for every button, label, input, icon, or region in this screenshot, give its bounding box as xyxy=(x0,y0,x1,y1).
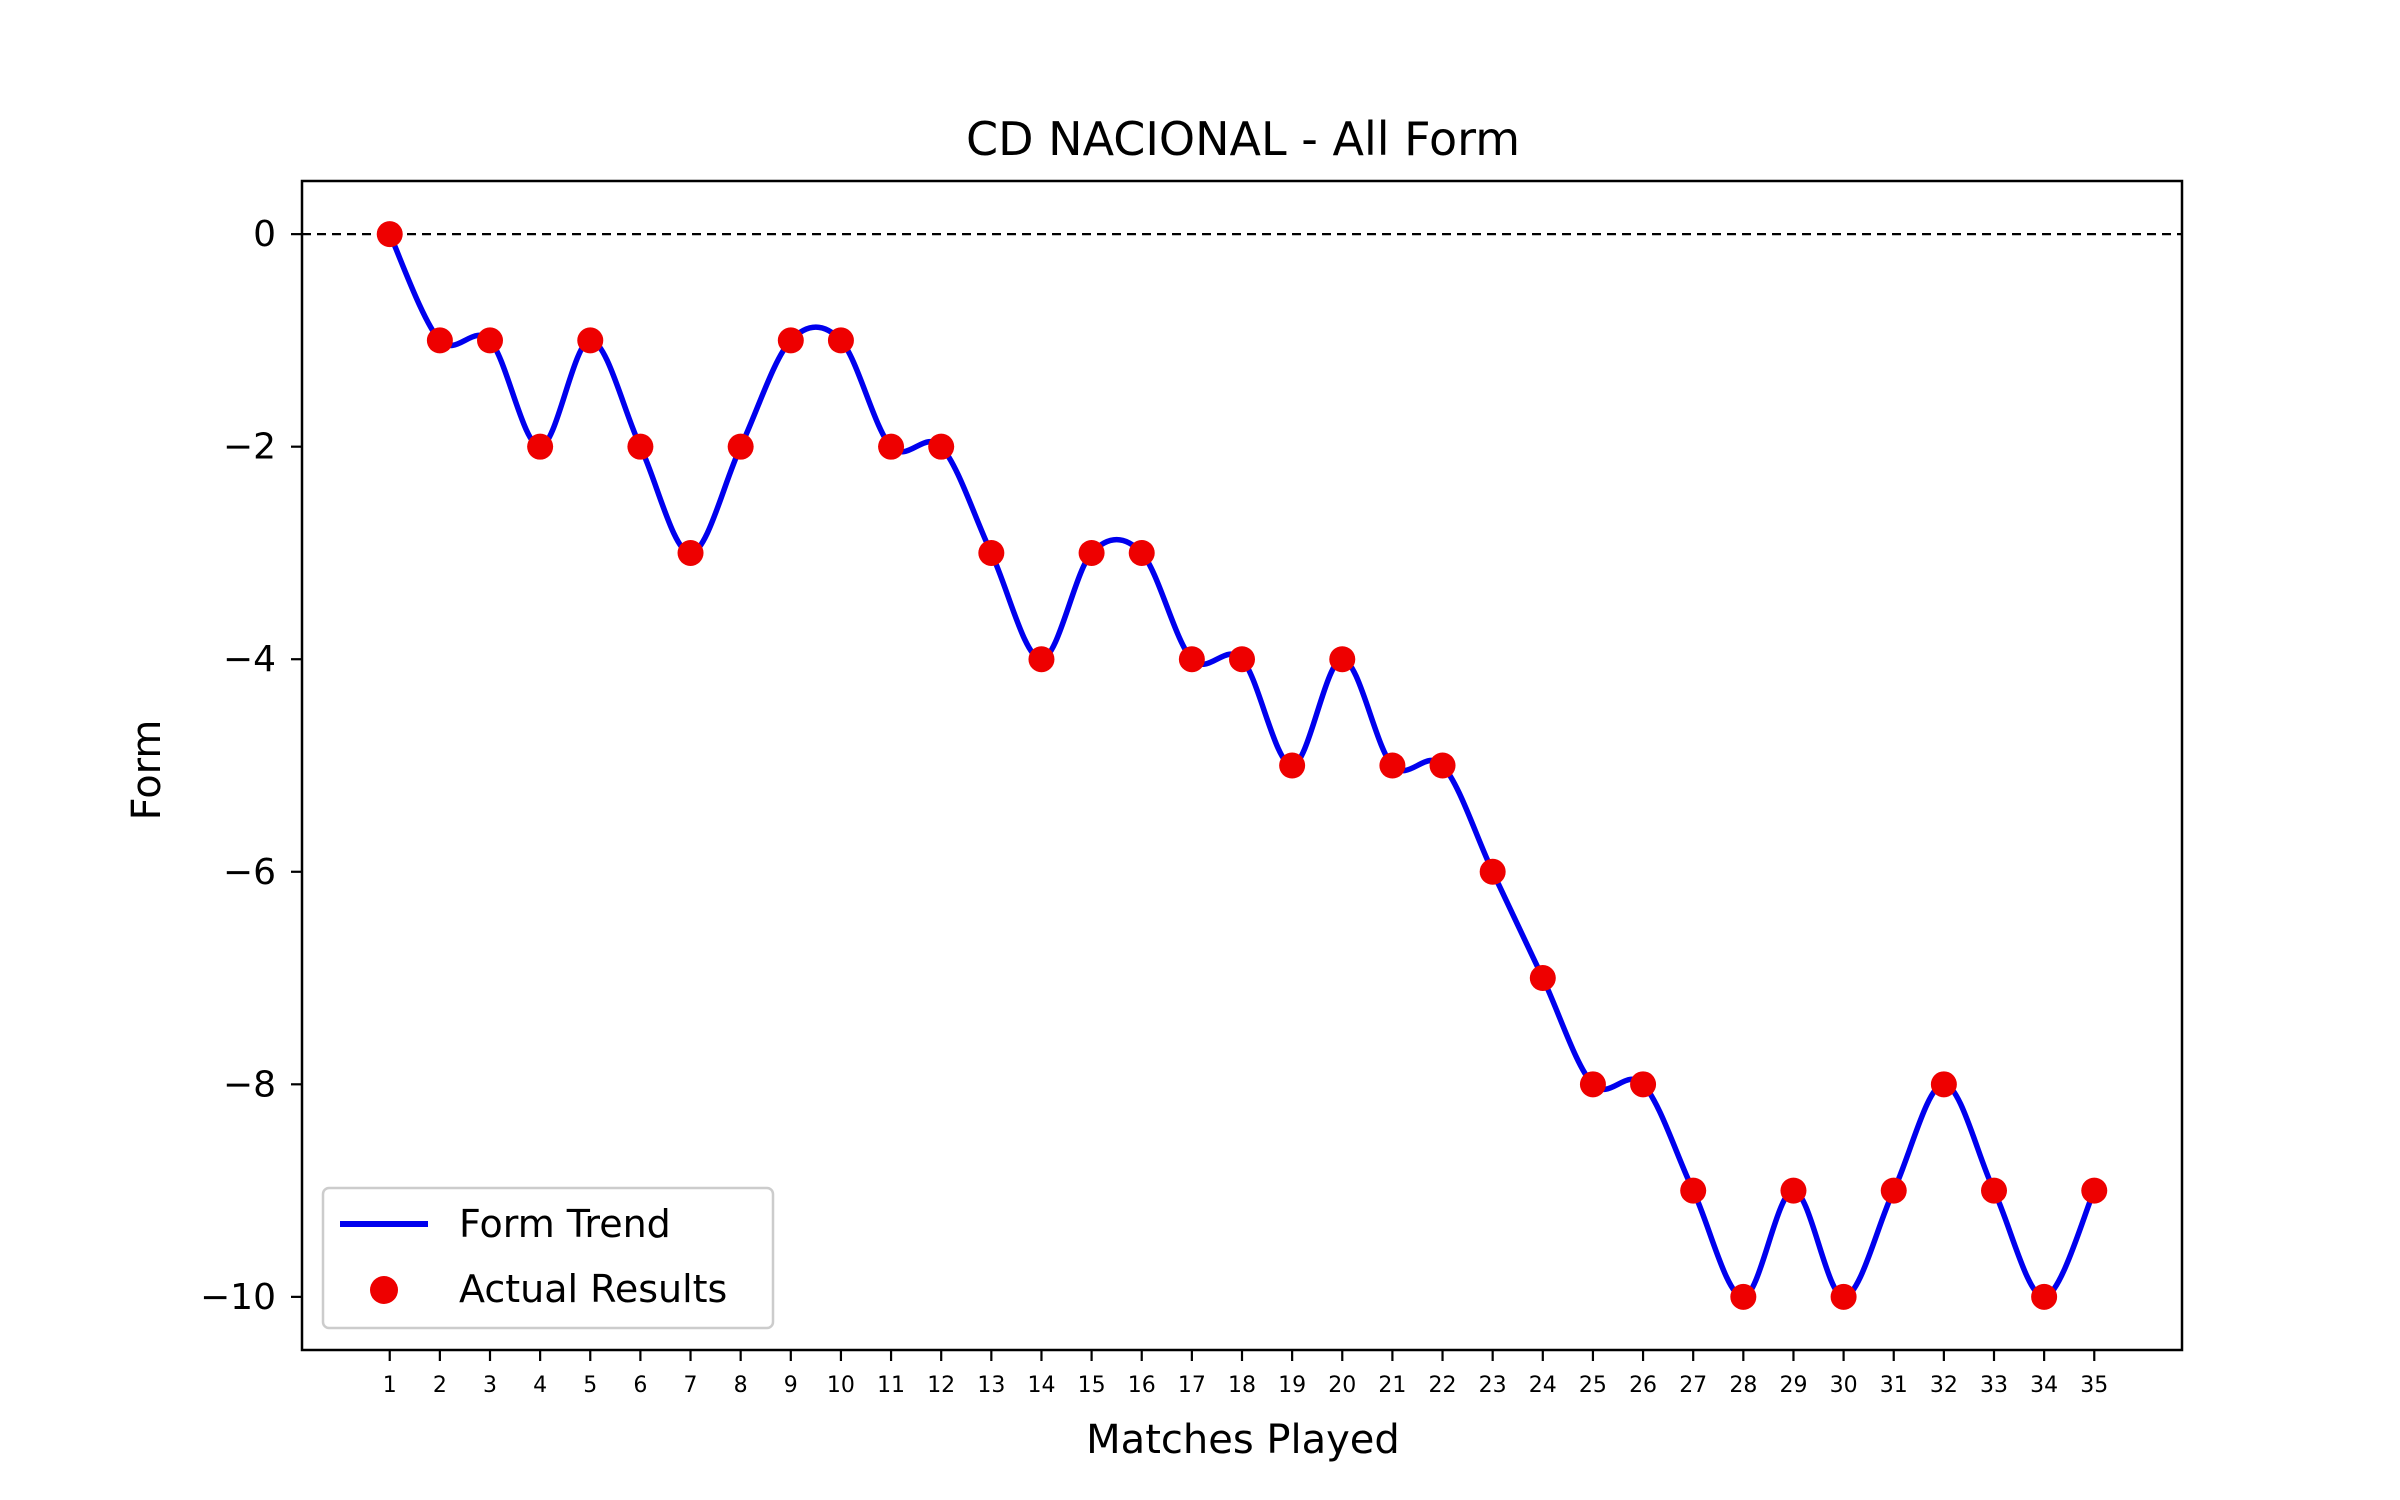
y-tick-label: −2 xyxy=(223,427,276,468)
actual-result-point xyxy=(1579,1071,1606,1098)
legend-marker-swatch xyxy=(370,1276,398,1304)
actual-result-point xyxy=(376,221,403,248)
actual-result-point xyxy=(527,433,554,460)
actual-result-point xyxy=(1429,752,1456,779)
actual-result-point xyxy=(2031,1283,2058,1310)
actual-result-point xyxy=(978,539,1005,566)
x-tick-label: 6 xyxy=(633,1373,647,1398)
actual-result-point xyxy=(577,327,604,354)
actual-result-point xyxy=(1630,1071,1657,1098)
actual-result-point xyxy=(827,327,854,354)
x-tick-label: 18 xyxy=(1228,1373,1256,1398)
x-tick-label: 33 xyxy=(1980,1373,2008,1398)
chart-title: CD NACIONAL - All Form xyxy=(966,112,1520,166)
actual-result-point xyxy=(1930,1071,1957,1098)
actual-result-point xyxy=(1830,1283,1857,1310)
x-tick-label: 30 xyxy=(1830,1373,1858,1398)
actual-result-point xyxy=(1279,752,1306,779)
y-tick-label: −4 xyxy=(223,639,276,680)
actual-result-point xyxy=(1780,1177,1807,1204)
actual-result-point xyxy=(878,433,905,460)
y-tick-label: −6 xyxy=(223,852,276,893)
legend-box xyxy=(321,1186,775,1330)
actual-result-point xyxy=(1981,1177,2007,1204)
actual-result-point xyxy=(627,433,654,460)
x-tick-label: 34 xyxy=(2030,1373,2058,1398)
x-tick-label: 23 xyxy=(1479,1373,1507,1398)
form-trend-line xyxy=(387,232,2097,1300)
x-tick-label: 24 xyxy=(1529,1373,1557,1398)
actual-result-point xyxy=(777,327,804,354)
x-tick-label: 27 xyxy=(1679,1373,1707,1398)
y-tick-label: −8 xyxy=(223,1064,276,1105)
x-axis-label: Matches Played xyxy=(1086,1417,1400,1463)
x-tick-label: 25 xyxy=(1579,1373,1607,1398)
actual-result-point xyxy=(1229,646,1255,673)
x-tick-label: 17 xyxy=(1178,1373,1206,1398)
y-axis-label: Form xyxy=(124,720,170,821)
x-tick-label: 10 xyxy=(827,1373,855,1398)
actual-result-point xyxy=(1730,1283,1757,1310)
x-tick-label: 4 xyxy=(533,1373,547,1398)
x-tick-label: 32 xyxy=(1930,1373,1958,1398)
x-tick-label: 7 xyxy=(684,1373,698,1398)
actual-result-point xyxy=(677,539,704,566)
actual-result-point xyxy=(1680,1177,1707,1204)
legend-label-form-trend: Form Trend xyxy=(459,1202,671,1246)
x-tick-label: 16 xyxy=(1128,1373,1156,1398)
actual-result-point xyxy=(1078,539,1105,566)
x-tick-label: 9 xyxy=(784,1373,798,1398)
x-tick-label: 13 xyxy=(977,1373,1005,1398)
actual-result-point xyxy=(1028,646,1055,673)
actual-result-point xyxy=(1880,1177,1907,1204)
actual-result-point xyxy=(1529,965,1556,992)
legend-label-actual-results: Actual Results xyxy=(459,1267,727,1311)
x-tick-label: 35 xyxy=(2080,1373,2108,1398)
actual-result-point xyxy=(1479,858,1506,885)
x-tick-label: 14 xyxy=(1027,1373,1055,1398)
x-tick-label: 11 xyxy=(877,1373,905,1398)
actual-result-point xyxy=(928,433,955,460)
y-tick-label: −10 xyxy=(200,1277,276,1318)
x-tick-label: 8 xyxy=(734,1373,748,1398)
x-tick-label: 1 xyxy=(383,1373,397,1398)
actual-result-point xyxy=(477,327,503,354)
x-tick-label: 31 xyxy=(1880,1373,1908,1398)
x-tick-label: 28 xyxy=(1729,1373,1757,1398)
actual-result-point xyxy=(1379,752,1406,779)
x-tick-label: 15 xyxy=(1078,1373,1106,1398)
x-tick-label: 26 xyxy=(1629,1373,1657,1398)
x-tick-label: 5 xyxy=(583,1373,597,1398)
actual-result-point xyxy=(727,433,754,460)
actual-result-point xyxy=(1128,539,1155,566)
x-tick-label: 19 xyxy=(1278,1373,1306,1398)
actual-result-point xyxy=(2081,1177,2108,1204)
actual-result-point xyxy=(426,327,453,354)
actual-result-point xyxy=(1178,646,1205,673)
x-tick-label: 22 xyxy=(1429,1373,1457,1398)
actual-result-point xyxy=(1329,646,1356,673)
x-tick-label: 12 xyxy=(927,1373,955,1398)
x-tick-label: 20 xyxy=(1328,1373,1356,1398)
x-tick-label: 29 xyxy=(1779,1373,1807,1398)
legend: Form Trend Actual Results xyxy=(321,1186,775,1330)
x-tick-label: 2 xyxy=(433,1373,447,1398)
y-tick-label: 0 xyxy=(253,214,276,255)
x-tick-label: 3 xyxy=(483,1373,497,1398)
x-tick-label: 21 xyxy=(1378,1373,1406,1398)
